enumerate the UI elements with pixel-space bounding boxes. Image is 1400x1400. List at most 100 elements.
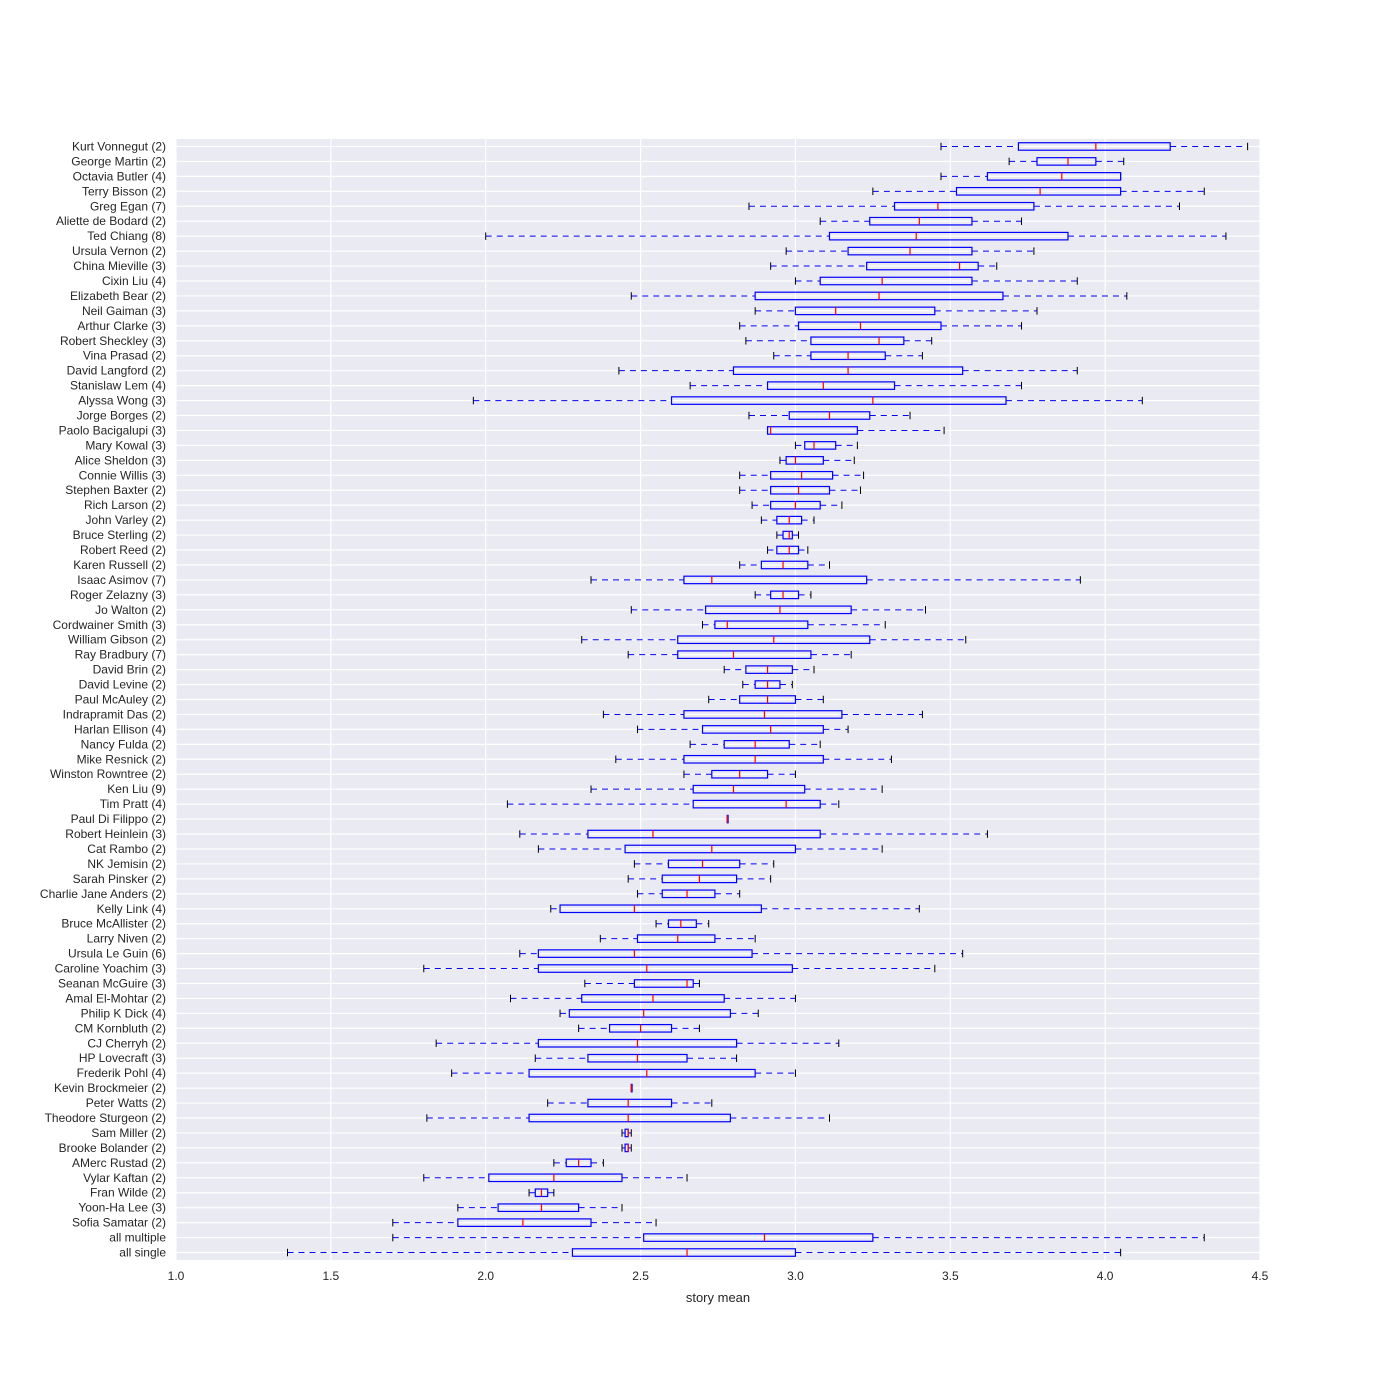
- y-tick-label: Kevin Brockmeier (2): [54, 1081, 166, 1095]
- y-tick-label: Roger Zelazny (3): [70, 588, 166, 602]
- box: [810, 336, 905, 346]
- y-tick-label: Peter Watts (2): [86, 1096, 166, 1110]
- box: [692, 799, 821, 809]
- y-tick-label: Indrapramit Das (2): [63, 707, 166, 721]
- y-tick-label: Brooke Bolander (2): [59, 1141, 166, 1155]
- y-tick-label: Ken Liu (9): [107, 782, 166, 796]
- y-tick-label: all multiple: [109, 1231, 166, 1245]
- y-tick-label: Paolo Bacigalupi (3): [59, 423, 166, 437]
- y-tick-label: Mike Resnick (2): [77, 752, 166, 766]
- box: [828, 231, 1069, 241]
- box: [667, 919, 697, 929]
- y-tick-label: Alice Sheldon (3): [75, 453, 166, 467]
- y-tick-label: HP Lovecraft (3): [79, 1051, 166, 1065]
- box: [1017, 142, 1171, 151]
- box: [785, 456, 824, 465]
- box: [497, 1203, 580, 1213]
- y-tick-label: NK Jemisin (2): [87, 857, 166, 871]
- y-tick-label: Elizabeth Bear (2): [70, 289, 166, 303]
- box: [745, 665, 793, 674]
- box: [986, 172, 1122, 181]
- y-tick-label: Robert Sheckley (3): [60, 334, 166, 348]
- y-tick-label: CM Kornbluth (2): [75, 1021, 166, 1035]
- box: [633, 979, 694, 988]
- y-tick-label: Jorge Borges (2): [77, 409, 166, 423]
- y-tick-label: Harlan Ellison (4): [74, 722, 166, 736]
- y-tick-label: Ted Chiang (8): [87, 229, 166, 243]
- box: [692, 784, 806, 794]
- y-tick-label: Mary Kowal (3): [85, 438, 166, 452]
- box: [1036, 157, 1097, 166]
- y-tick-label: Karen Russell (2): [73, 558, 166, 572]
- box: [636, 934, 716, 943]
- y-tick-label: George Martin (2): [71, 154, 166, 168]
- box: [670, 396, 1007, 405]
- y-tick-label: Arthur Clarke (3): [77, 319, 166, 333]
- y-tick-label: Rich Larson (2): [84, 498, 166, 512]
- box: [770, 590, 800, 600]
- y-tick-label: Ursula Le Guin (6): [68, 947, 166, 961]
- box: [705, 605, 852, 615]
- y-tick-label: Ray Bradbury (7): [75, 648, 166, 662]
- y-tick-label: Caroline Yoachim (3): [55, 962, 166, 976]
- box: [488, 1173, 623, 1183]
- y-tick-label: David Langford (2): [67, 364, 166, 378]
- box: [677, 650, 812, 659]
- box: [723, 740, 790, 749]
- y-tick-label: Tim Pratt (4): [100, 797, 166, 811]
- y-tick-label: Cat Rambo (2): [87, 842, 166, 856]
- y-tick-label: Cixin Liu (4): [102, 274, 166, 288]
- box: [760, 560, 809, 570]
- x-tick-label: 4.5: [1252, 1269, 1269, 1283]
- y-tick-label: Isaac Asimov (7): [77, 573, 166, 587]
- box: [893, 201, 1035, 211]
- y-tick-label: Amal El-Mohtar (2): [65, 991, 166, 1005]
- box: [766, 426, 858, 435]
- box: [776, 545, 800, 555]
- box: [587, 1098, 673, 1108]
- y-tick-label: Vylar Kaftan (2): [83, 1171, 166, 1185]
- box: [571, 1248, 797, 1257]
- y-tick-label: Ursula Vernon (2): [72, 244, 166, 258]
- box: [683, 710, 843, 719]
- y-tick-label: Philip K Dick (4): [81, 1006, 166, 1020]
- y-tick-label: Jo Walton (2): [95, 603, 166, 617]
- y-tick-label: China Mieville (3): [73, 259, 166, 273]
- box: [819, 276, 973, 286]
- y-tick-label: Robert Reed (2): [80, 543, 166, 557]
- box: [643, 1233, 874, 1242]
- y-tick-label: Frederik Pohl (4): [77, 1066, 166, 1080]
- box: [587, 829, 821, 839]
- x-tick-label: 2.0: [477, 1269, 494, 1283]
- y-tick-label: Greg Egan (7): [90, 199, 166, 213]
- box: [683, 575, 868, 585]
- box: [866, 261, 979, 271]
- box: [797, 321, 942, 331]
- box: [624, 844, 797, 854]
- box: [667, 859, 741, 869]
- y-tick-label: Stephen Baxter (2): [65, 483, 166, 497]
- y-tick-label: Larry Niven (2): [87, 932, 166, 946]
- box: [701, 725, 824, 734]
- y-tick-label: Octavia Butler (4): [73, 169, 166, 183]
- y-tick-label: Nancy Fulda (2): [81, 737, 166, 751]
- y-tick-label: Sofia Samatar (2): [72, 1216, 166, 1230]
- y-tick-label: David Brin (2): [93, 663, 166, 677]
- y-tick-label: Bruce Sterling (2): [73, 528, 166, 542]
- y-tick-label: Kurt Vonnegut (2): [72, 139, 166, 153]
- x-tick-label: 3.5: [942, 1269, 959, 1283]
- box: [528, 1113, 731, 1123]
- box: [869, 216, 973, 226]
- y-tick-label: Charlie Jane Anders (2): [40, 887, 166, 901]
- y-tick-label: Stanislaw Lem (4): [70, 379, 166, 393]
- x-tick-label: 1.0: [168, 1269, 185, 1283]
- box: [794, 306, 936, 316]
- y-tick-label: Connie Willis (3): [79, 468, 166, 482]
- y-tick-label: Winston Rowntree (2): [50, 767, 166, 781]
- y-tick-label: Sarah Pinsker (2): [73, 872, 166, 886]
- box: [714, 620, 809, 630]
- y-tick-label: Seanan McGuire (3): [58, 976, 166, 990]
- y-tick-label: AMerc Rustad (2): [72, 1156, 166, 1170]
- y-tick-label: Kelly Link (4): [97, 902, 166, 916]
